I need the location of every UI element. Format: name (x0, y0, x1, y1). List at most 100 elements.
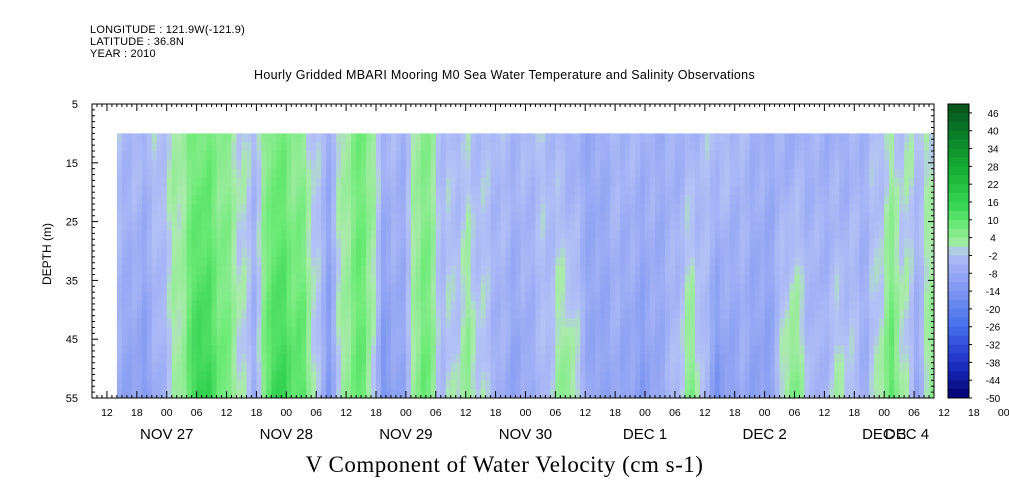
heatmap-cell (739, 239, 746, 249)
heatmap-cell (480, 239, 487, 249)
heatmap-cell (844, 133, 850, 143)
heatmap-cell (565, 309, 571, 320)
heatmap-cell (271, 292, 277, 302)
heatmap-cell (799, 239, 806, 249)
heatmap-cell (191, 133, 198, 143)
heatmap-cell (884, 283, 890, 293)
heatmap-cell (186, 292, 193, 302)
heatmap-cell (620, 362, 626, 373)
heatmap-cell (336, 292, 342, 302)
heatmap-cell (764, 221, 771, 232)
heatmap-cell (565, 212, 571, 223)
heatmap-cell (256, 256, 262, 267)
heatmap-cell (689, 300, 696, 311)
heatmap-cell (505, 362, 512, 373)
heatmap-cell (645, 248, 651, 258)
heatmap-cell (156, 353, 163, 364)
heatmap-cell (385, 327, 392, 337)
heatmap-cell (281, 203, 287, 214)
heatmap-cell (674, 318, 681, 329)
heatmap-cell (500, 336, 507, 346)
heatmap-cell (734, 380, 741, 390)
heatmap-cell (291, 274, 297, 284)
heatmap-cell (311, 186, 317, 196)
heatmap-cell (311, 318, 317, 329)
heatmap-cell (679, 248, 686, 258)
heatmap-cell (570, 353, 576, 364)
heatmap-cell (331, 362, 337, 373)
heatmap-cell (306, 371, 312, 381)
heatmap-cell (635, 345, 641, 355)
heatmap-cell (879, 345, 885, 355)
heatmap-cell (734, 345, 741, 355)
heatmap-cell (475, 336, 482, 346)
heatmap-cell (535, 203, 541, 214)
heatmap-cell (251, 353, 258, 364)
heatmap-cell (261, 389, 267, 398)
heatmap-cell (351, 353, 357, 364)
heatmap-cell (196, 283, 203, 293)
heatmap-cell (799, 133, 806, 143)
heatmap-cell (744, 353, 751, 364)
heatmap-cell (301, 221, 307, 232)
heatmap-cell (146, 389, 153, 398)
heatmap-cell (271, 186, 277, 196)
heatmap-cell (445, 371, 452, 381)
heatmap-cell (430, 195, 437, 205)
heatmap-cell (789, 274, 796, 284)
heatmap-cell (869, 300, 875, 311)
heatmap-cell (590, 168, 596, 179)
heatmap-cell (351, 362, 357, 373)
heatmap-cell (530, 292, 537, 302)
heatmap-cell (116, 142, 123, 152)
heatmap-cell (555, 283, 561, 293)
heatmap-cell (540, 133, 546, 143)
heatmap-cell (640, 186, 646, 196)
heatmap-cell (600, 318, 606, 329)
heatmap-cell (849, 362, 855, 373)
heatmap-cell (879, 133, 885, 143)
heatmap-cell (191, 300, 198, 311)
heatmap-cell (664, 221, 671, 232)
heatmap-cell (669, 380, 676, 390)
heatmap-cell (465, 345, 472, 355)
heatmap-cell (600, 309, 606, 320)
heatmap-cell (395, 256, 402, 267)
heatmap-cell (704, 221, 711, 232)
heatmap-cell (924, 336, 930, 346)
heatmap-cell (121, 195, 128, 205)
heatmap-cell (550, 151, 556, 161)
heatmap-cell (749, 353, 756, 364)
heatmap-cell (699, 133, 706, 143)
heatmap-cell (405, 336, 412, 346)
heatmap-cell (879, 248, 885, 258)
heatmap-cell (505, 389, 512, 398)
heatmap-cell (371, 230, 377, 240)
heatmap-cell (809, 309, 816, 320)
heatmap-cell (510, 186, 517, 196)
heatmap-cell (346, 248, 352, 258)
heatmap-cell (834, 186, 840, 196)
heatmap-cell (684, 151, 691, 161)
heatmap-cell (126, 283, 133, 293)
heatmap-cell (236, 142, 243, 152)
heatmap-cell (415, 151, 422, 161)
heatmap-cell (375, 389, 382, 398)
heatmap-cell (555, 168, 561, 179)
heatmap-cell (460, 221, 467, 232)
heatmap-cell (450, 283, 457, 293)
heatmap-cell (744, 239, 751, 249)
heatmap-cell (400, 212, 407, 223)
heatmap-cell (306, 300, 312, 311)
heatmap-cell (869, 353, 875, 364)
heatmap-cell (400, 203, 407, 214)
heatmap-cell (131, 203, 138, 214)
heatmap-cell (221, 133, 228, 143)
heatmap-cell (645, 380, 651, 390)
heatmap-cell (784, 195, 791, 205)
heatmap-cell (630, 203, 636, 214)
heatmap-cell (301, 318, 307, 329)
heatmap-cell (620, 353, 626, 364)
heatmap-cell (674, 151, 681, 161)
heatmap-cell (590, 256, 596, 267)
